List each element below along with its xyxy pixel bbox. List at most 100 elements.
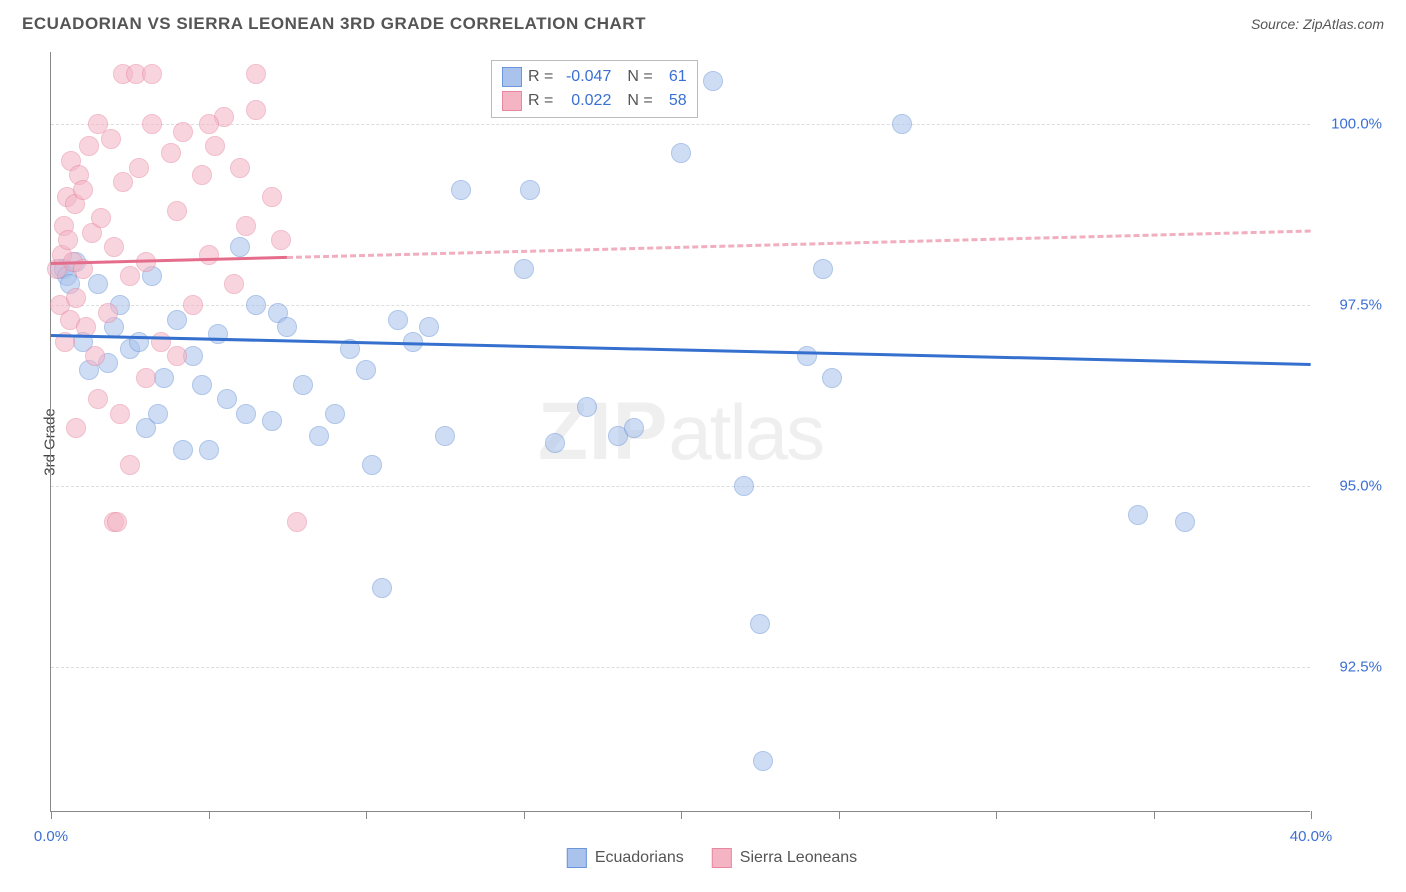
x-tick (1311, 811, 1312, 819)
legend-key: N = (627, 65, 652, 89)
legend-n-value: 61 (659, 65, 687, 89)
gridline-h (51, 305, 1310, 306)
legend-row: R =-0.047 N = 61 (502, 65, 687, 89)
legend-item: Ecuadorians (567, 848, 684, 868)
scatter-point (217, 389, 237, 409)
scatter-point (671, 143, 691, 163)
scatter-point (142, 64, 162, 84)
scatter-point (271, 230, 291, 250)
legend-series: Ecuadorians Sierra Leoneans (567, 848, 857, 868)
gridline-h (51, 486, 1310, 487)
y-tick-label: 97.5% (1339, 297, 1382, 314)
scatter-point (199, 114, 219, 134)
scatter-point (192, 165, 212, 185)
x-tick (839, 811, 840, 819)
scatter-point (161, 143, 181, 163)
scatter-point (91, 208, 111, 228)
scatter-point (372, 578, 392, 598)
scatter-point (88, 274, 108, 294)
scatter-point (205, 136, 225, 156)
legend-item: Sierra Leoneans (712, 848, 857, 868)
x-tick (209, 811, 210, 819)
x-tick (366, 811, 367, 819)
scatter-point (892, 114, 912, 134)
scatter-point (199, 440, 219, 460)
scatter-point (514, 259, 534, 279)
scatter-point (167, 346, 187, 366)
scatter-point (199, 245, 219, 265)
legend-label: Ecuadorians (595, 849, 684, 867)
x-tick (996, 811, 997, 819)
scatter-point (703, 71, 723, 91)
chart-container: 3rd Grade ZIPatlas R =-0.047N =61R =0.02… (42, 52, 1382, 832)
scatter-point (129, 332, 149, 352)
scatter-point (356, 360, 376, 380)
scatter-point (246, 295, 266, 315)
scatter-point (293, 375, 313, 395)
legend-r-value: 0.022 (559, 89, 611, 113)
gridline-h (51, 667, 1310, 668)
y-tick-label: 100.0% (1331, 116, 1382, 133)
scatter-point (66, 418, 86, 438)
scatter-point (545, 433, 565, 453)
scatter-point (624, 418, 644, 438)
scatter-point (734, 476, 754, 496)
scatter-point (120, 266, 140, 286)
scatter-point (362, 455, 382, 475)
scatter-point (435, 426, 455, 446)
scatter-point (101, 129, 121, 149)
scatter-point (822, 368, 842, 388)
trend-line-dashed (287, 229, 1311, 258)
legend-n-value: 58 (659, 89, 687, 113)
legend-key: R = (528, 89, 553, 113)
trend-line (51, 334, 1311, 366)
scatter-point (104, 237, 124, 257)
chart-header: ECUADORIAN VS SIERRA LEONEAN 3RD GRADE C… (0, 0, 1406, 42)
chart-source: Source: ZipAtlas.com (1251, 16, 1384, 32)
scatter-point (142, 114, 162, 134)
scatter-point (107, 512, 127, 532)
scatter-point (753, 751, 773, 771)
x-tick (51, 811, 52, 819)
scatter-point (136, 252, 156, 272)
x-tick (1154, 811, 1155, 819)
scatter-point (520, 180, 540, 200)
scatter-point (577, 397, 597, 417)
scatter-point (1128, 505, 1148, 525)
scatter-point (113, 172, 133, 192)
legend-key: R = (528, 65, 553, 89)
scatter-point (110, 404, 130, 424)
x-tick-label: 0.0% (34, 828, 68, 845)
x-tick (681, 811, 682, 819)
scatter-point (277, 317, 297, 337)
legend-row: R =0.022N =58 (502, 89, 687, 113)
scatter-point (55, 332, 75, 352)
chart-title: ECUADORIAN VS SIERRA LEONEAN 3RD GRADE C… (22, 14, 646, 34)
legend-stats: R =-0.047 N = 61R =0.022N =58 (491, 60, 698, 118)
y-tick-label: 95.0% (1339, 478, 1382, 495)
scatter-point (58, 230, 78, 250)
scatter-point (246, 64, 266, 84)
scatter-point (340, 339, 360, 359)
scatter-point (173, 122, 193, 142)
scatter-point (208, 324, 228, 344)
scatter-point (262, 411, 282, 431)
scatter-point (419, 317, 439, 337)
scatter-point (388, 310, 408, 330)
scatter-point (167, 201, 187, 221)
scatter-point (66, 288, 86, 308)
scatter-point (88, 389, 108, 409)
scatter-point (79, 136, 99, 156)
scatter-point (98, 303, 118, 323)
legend-r-value: -0.047 (559, 65, 611, 89)
scatter-point (309, 426, 329, 446)
legend-swatch (502, 67, 522, 87)
scatter-point (136, 368, 156, 388)
scatter-point (120, 455, 140, 475)
scatter-point (173, 440, 193, 460)
scatter-point (76, 317, 96, 337)
legend-label: Sierra Leoneans (740, 849, 857, 867)
legend-swatch (712, 848, 732, 868)
scatter-point (287, 512, 307, 532)
legend-swatch (567, 848, 587, 868)
